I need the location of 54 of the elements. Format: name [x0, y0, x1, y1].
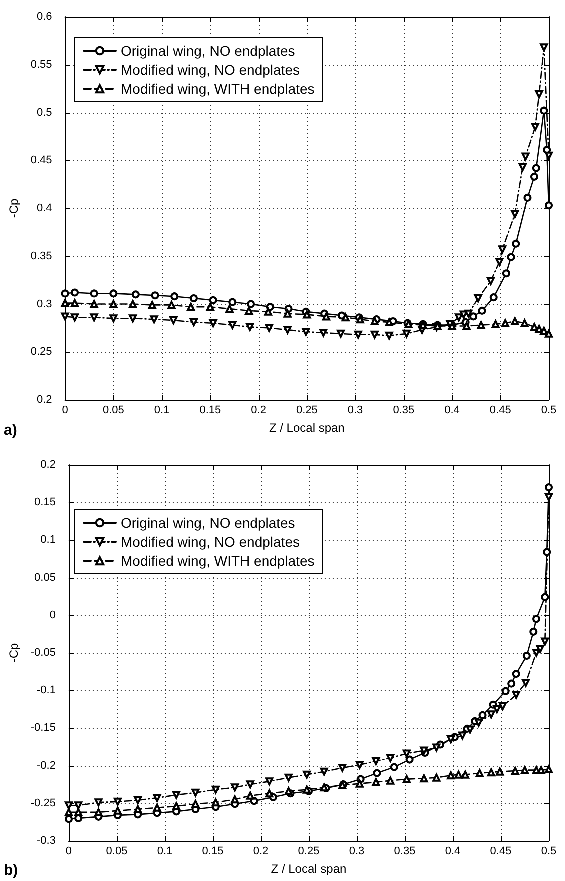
y-tick-label: -0.2: [37, 760, 56, 772]
y-tick-label: -0.05: [30, 647, 56, 659]
y-tick-label: 0.6: [37, 11, 52, 23]
x-tick-label: 0.25: [296, 404, 318, 416]
y-tick-label: 0.1: [40, 534, 56, 546]
y-tick-label: 0.55: [30, 58, 52, 71]
y-tick-label: 0.35: [30, 250, 52, 262]
legend-label: Modified wing, WITH endplates: [121, 553, 315, 569]
y-tick-label: 0.2: [37, 394, 52, 406]
x-tick-label: 0.25: [298, 846, 320, 858]
x-tick-label: 0.4: [445, 846, 461, 858]
y-tick-label: 0.25: [30, 346, 52, 358]
y-tick-label: -0.1: [37, 684, 56, 697]
x-tick-label: 0.3: [348, 404, 364, 416]
y-tick-label: -0.15: [30, 722, 56, 734]
y-tick-label: 0.15: [34, 496, 56, 509]
x-tick-label: 0.4: [444, 404, 460, 416]
x-tick-label: 0.3: [349, 846, 365, 858]
x-tick-label: 0.5: [541, 404, 557, 416]
x-tick-label: 0.45: [490, 404, 512, 416]
x-tick-label: 0.5: [541, 846, 557, 858]
y-tick-label: -0.25: [30, 797, 56, 810]
text: b): [4, 862, 18, 879]
x-tick-label: 0.05: [106, 846, 128, 858]
y-tick-label: 0.3: [37, 298, 52, 310]
x-axis-title: Z / Local span: [271, 862, 347, 876]
x-tick-label: 0.15: [200, 404, 222, 416]
y-tick-label: 0.05: [34, 572, 56, 584]
x-tick-label: 0.2: [253, 846, 269, 858]
x-tick-label: 0: [62, 404, 68, 416]
y-tick-label: 0: [50, 609, 56, 622]
x-tick-label: 0.45: [490, 846, 512, 858]
x-tick-label: 0.15: [202, 846, 224, 858]
x-tick-label: 0: [66, 846, 72, 858]
legend-label: Original wing, NO endplates: [121, 43, 296, 59]
y-tick-label: 0.4: [37, 202, 52, 214]
legend-label: Original wing, NO endplates: [121, 515, 296, 531]
y-axis-title: -Cp: [7, 643, 21, 663]
x-tick-label: 0.05: [102, 404, 124, 416]
y-tick-label: 0.5: [37, 106, 52, 119]
x-tick-label: 0.1: [157, 846, 173, 858]
x-tick-label: 0.2: [251, 404, 266, 416]
legend-label: Modified wing, NO endplates: [121, 62, 300, 78]
x-tick-label: 0.35: [394, 846, 416, 858]
text: a): [4, 422, 18, 439]
y-axis-title: -Cp: [7, 198, 21, 218]
y-tick-label: 0.2: [40, 459, 56, 471]
x-axis-title: Z / Local span: [269, 421, 345, 435]
legend-label: Modified wing, WITH endplates: [121, 81, 315, 97]
x-tick-label: 0.35: [393, 404, 415, 416]
legend-label: Modified wing, NO endplates: [121, 534, 300, 550]
y-tick-label: -0.3: [37, 835, 56, 847]
x-tick-label: 0.1: [154, 404, 170, 416]
y-tick-label: 0.45: [30, 154, 52, 167]
